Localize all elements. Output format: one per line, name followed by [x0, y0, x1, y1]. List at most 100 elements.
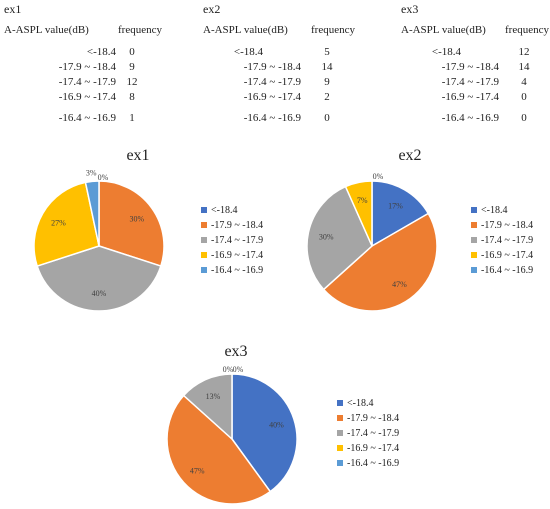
freq-cell: 4 — [521, 76, 527, 88]
legend-swatch — [201, 237, 207, 243]
range-cell: <-18.4 — [233, 46, 263, 58]
legend-swatch — [337, 445, 343, 451]
data-label: 0% — [98, 173, 109, 182]
freq-cell: 0 — [324, 112, 330, 124]
pie-slice — [306, 185, 373, 291]
legend-label: -17.4 ~ -17.9 — [211, 235, 264, 246]
pie-slice — [36, 245, 162, 312]
legend-label: -17.4 ~ -17.9 — [347, 428, 400, 439]
table-row: -16.9 ~ -17.4 0 — [401, 91, 550, 105]
table-row: -17.4 ~ -17.9 9 — [203, 76, 373, 90]
legend-swatch — [337, 460, 343, 466]
pie-slice — [322, 212, 438, 312]
legend-swatch — [201, 252, 207, 258]
legend-swatch — [337, 415, 343, 421]
data-label: 27% — [51, 219, 66, 228]
header-frequency: frequency — [311, 24, 355, 36]
freq-cell: 0 — [521, 91, 527, 103]
legend-label: <-18.4 — [481, 205, 508, 216]
range-cell: -16.4 ~ -16.9 — [441, 112, 499, 124]
table-row: -16.4 ~ -16.9 0 — [401, 112, 550, 126]
range-cell: <-18.4 — [86, 46, 116, 58]
range-cell: -17.9 ~ -18.4 — [243, 61, 301, 73]
chart-title-ex3: ex3 — [224, 343, 248, 360]
data-label: 40% — [92, 289, 107, 298]
legend-swatch — [471, 222, 477, 228]
table-row: <-18.4 5 — [203, 46, 373, 60]
table-title: ex3 — [401, 2, 419, 16]
freq-cell: 12 — [126, 76, 138, 88]
legend-swatch — [201, 207, 207, 213]
table-row: -17.4 ~ -17.9 4 — [401, 76, 550, 90]
table-row: -16.9 ~ -17.4 8 — [4, 91, 174, 105]
data-label: 30% — [130, 214, 145, 223]
freq-cell: 12 — [518, 46, 530, 58]
pie-slice — [84, 180, 100, 247]
data-label: 3% — [86, 168, 97, 177]
freq-cell: 14 — [518, 61, 530, 73]
legend-swatch — [337, 430, 343, 436]
legend-swatch — [337, 400, 343, 406]
data-label: 0% — [233, 365, 244, 374]
legend-label: <-18.4 — [347, 398, 374, 409]
data-label: 40% — [269, 421, 284, 430]
data-label: 30% — [319, 232, 334, 241]
table-row: -16.4 ~ -16.9 0 — [203, 112, 373, 126]
range-cell: -16.9 ~ -17.4 — [243, 91, 301, 103]
legend-swatch — [201, 267, 207, 273]
data-label: 7% — [357, 196, 368, 205]
freq-cell: 0 — [129, 46, 135, 58]
chart-title-ex1: ex1 — [126, 147, 150, 164]
legend-swatch — [201, 222, 207, 228]
header-frequency: frequency — [505, 24, 549, 36]
range-cell: -16.4 ~ -16.9 — [58, 112, 116, 124]
legend-label: -16.9 ~ -17.4 — [481, 250, 534, 261]
table-row: -17.4 ~ -17.9 12 — [4, 76, 174, 90]
pie-slice — [344, 180, 373, 247]
table-row: -17.9 ~ -18.4 14 — [401, 61, 550, 75]
pie-slice — [182, 373, 233, 441]
freq-cell: 5 — [324, 46, 330, 58]
data-label: 0% — [223, 365, 234, 374]
legend-label: -17.9 ~ -18.4 — [481, 220, 534, 231]
data-label: 47% — [392, 280, 407, 289]
range-cell: -17.9 ~ -18.4 — [58, 61, 116, 73]
freq-cell: 14 — [321, 61, 333, 73]
range-cell: -17.4 ~ -17.9 — [441, 76, 499, 88]
pie-slice — [371, 180, 430, 248]
range-cell: -16.9 ~ -17.4 — [441, 91, 499, 103]
legend-label: -16.9 ~ -17.4 — [211, 250, 264, 261]
range-cell: -17.9 ~ -18.4 — [441, 61, 499, 73]
legend-label: -17.9 ~ -18.4 — [347, 413, 400, 424]
data-label: 13% — [206, 392, 221, 401]
header-frequency: frequency — [118, 24, 162, 36]
legend-swatch — [471, 252, 477, 258]
pie-slice — [166, 394, 272, 505]
legend-swatch — [471, 207, 477, 213]
legend-label: -16.4 ~ -16.9 — [347, 458, 400, 469]
pie-group-ex1: 30% 40% 27% 3%0% — [33, 168, 165, 312]
header-value: A-ASPL value(dB) — [401, 24, 486, 36]
legend-label: -16.4 ~ -16.9 — [481, 265, 534, 276]
freq-cell: 0 — [521, 112, 527, 124]
table-row: -17.9 ~ -18.4 9 — [4, 61, 174, 75]
table-title: ex2 — [203, 2, 221, 16]
table-row: <-18.4 0 — [4, 46, 174, 60]
freq-cell: 9 — [324, 76, 330, 88]
table-row: -17.9 ~ -18.4 14 — [203, 61, 373, 75]
freq-cell: 9 — [129, 61, 135, 73]
pie-group-ex2: 17% 47% 30% 7% 0% — [306, 172, 438, 312]
range-cell: <-18.4 — [431, 46, 461, 58]
pie-slice — [33, 181, 100, 268]
legend-label: -16.4 ~ -16.9 — [211, 265, 264, 276]
table-row: -16.4 ~ -16.9 1 — [4, 112, 174, 126]
range-cell: -17.4 ~ -17.9 — [58, 76, 116, 88]
header-value: A-ASPL value(dB) — [4, 24, 89, 36]
table-title: ex1 — [4, 2, 22, 16]
data-label: 0% — [373, 172, 384, 181]
pie-slice — [98, 180, 165, 268]
table-row: <-18.4 12 — [401, 46, 550, 60]
pie-slice — [231, 373, 298, 493]
range-cell: -16.4 ~ -16.9 — [243, 112, 301, 124]
